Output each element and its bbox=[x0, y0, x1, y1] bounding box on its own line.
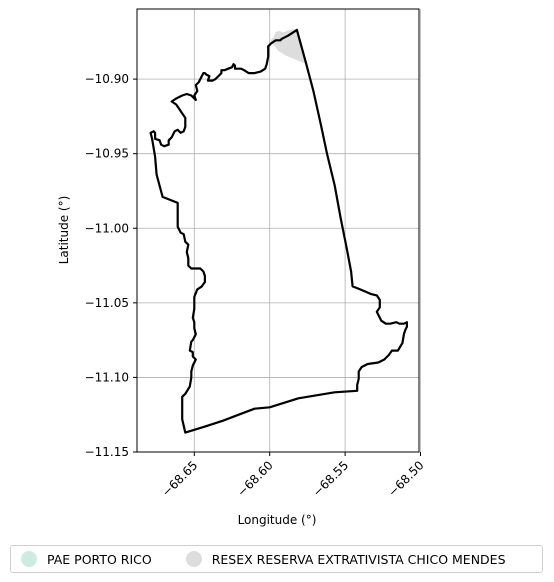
x-tick-label: −68.50 bbox=[385, 458, 426, 499]
legend-label-pae-porto-rico: PAE PORTO RICO bbox=[47, 551, 152, 567]
x-tick-label: −68.55 bbox=[310, 458, 351, 499]
legend-marker-resex-chico-mendes bbox=[185, 551, 202, 567]
y-tick-label: −11.00 bbox=[85, 221, 129, 235]
y-tick-label: −10.90 bbox=[85, 72, 129, 86]
legend-item-pae-porto-rico: PAE PORTO RICO bbox=[21, 551, 152, 567]
y-axis-title: Latitude (°) bbox=[57, 196, 71, 265]
resex-chico-mendes-area bbox=[270, 29, 306, 64]
legend-item-resex-chico-mendes: RESEX RESERVA EXTRATIVISTA CHICO MENDES bbox=[185, 551, 506, 567]
y-tick-label: −11.10 bbox=[85, 370, 129, 384]
legend-label-resex-chico-mendes: RESEX RESERVA EXTRATIVISTA CHICO MENDES bbox=[211, 551, 506, 567]
ticks: −68.65 −68.60 −68.55 −68.50 −10.90 −10.95 −11.… bbox=[85, 72, 427, 499]
x-tick-label: −68.60 bbox=[235, 458, 276, 499]
y-tick-label: −11.15 bbox=[85, 445, 129, 459]
y-tick-label: −11.05 bbox=[85, 296, 129, 310]
legend-marker-pae-porto-rico bbox=[21, 551, 37, 567]
pae-porto-rico-boundary bbox=[149, 28, 408, 434]
polygons bbox=[149, 28, 408, 434]
plot-frame bbox=[136, 8, 420, 453]
x-axis-title: Longitude (°) bbox=[238, 513, 317, 527]
map-chart: −68.65 −68.60 −68.55 −68.50 −10.90 −10.95 −11.… bbox=[57, 8, 427, 527]
y-tick-label: −10.95 bbox=[85, 147, 129, 161]
x-tick-label: −68.65 bbox=[159, 458, 200, 499]
legend: PAE PORTO RICO RESEX RESERVA EXTRATIVIST… bbox=[10, 545, 543, 573]
